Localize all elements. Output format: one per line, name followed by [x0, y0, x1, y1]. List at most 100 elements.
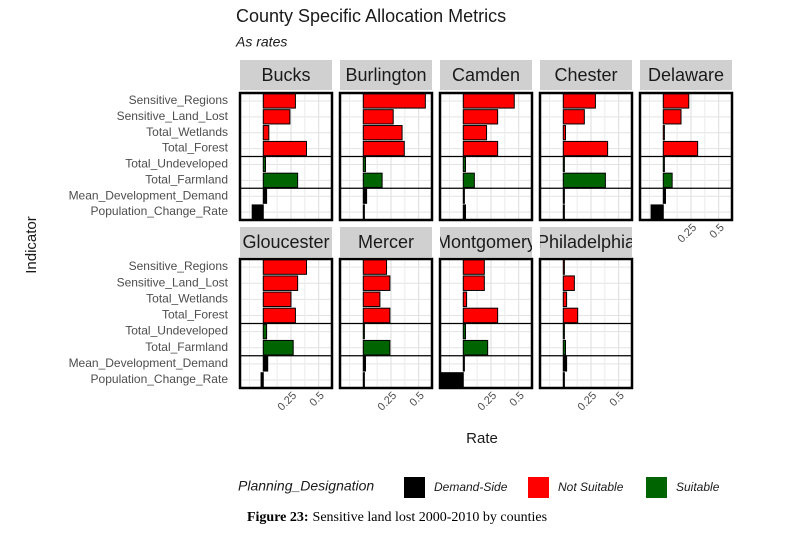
y-tick-label: Population_Change_Rate [91, 204, 229, 218]
bar [362, 259, 388, 275]
bar [562, 204, 565, 220]
y-tick-label: Total_Farmland [145, 172, 228, 186]
bar [562, 291, 568, 308]
legend-swatch [646, 477, 667, 498]
bar [462, 172, 475, 188]
bar [462, 323, 466, 340]
strip-label: Philadelphia [537, 232, 636, 252]
y-tick-label: Mean_Development_Demand [69, 188, 228, 202]
strip-label: Bucks [261, 65, 310, 85]
y-tick-label: Total_Forest [162, 141, 229, 155]
bar [262, 93, 296, 109]
bar [262, 109, 291, 125]
bar [662, 93, 690, 109]
panel-border [538, 91, 634, 222]
bar [262, 125, 270, 141]
figure-caption: Figure 23: Sensitive land lost 2000-2010 … [247, 510, 547, 525]
bar [362, 93, 426, 109]
bar [262, 259, 308, 275]
y-tick-label: Total_Forest [162, 308, 229, 322]
bar [462, 259, 485, 275]
legend-label: Not Suitable [558, 480, 624, 494]
bar [562, 156, 565, 173]
bar [562, 93, 596, 109]
strip-label: Gloucester [242, 232, 329, 252]
facet-panel: Montgomery [438, 227, 534, 390]
strip-background [240, 227, 332, 257]
bar [362, 372, 365, 388]
strip-background [440, 60, 532, 90]
legend-label: Suitable [676, 480, 720, 494]
facet-panel: Gloucester [238, 227, 334, 390]
bar [650, 204, 664, 220]
bar [362, 356, 366, 372]
strip-label: Mercer [358, 232, 414, 252]
panel-border [438, 257, 534, 390]
bar [662, 156, 665, 173]
y-tick-label: Sensitive_Regions [129, 93, 228, 107]
panel-border [338, 257, 434, 390]
bar [462, 275, 485, 291]
bar [562, 172, 606, 188]
y-tick-label: Total_Farmland [145, 340, 228, 354]
bar [362, 188, 368, 204]
bar [262, 307, 296, 324]
bar [662, 188, 666, 204]
bar [462, 93, 515, 109]
bar [562, 109, 585, 125]
y-tick-label: Total_Undeveloped [125, 324, 228, 338]
bar [562, 323, 565, 340]
bar [562, 356, 568, 372]
strip-label: Camden [452, 65, 520, 85]
panel-border [438, 91, 534, 222]
bar [462, 307, 499, 324]
x-tick-label: 0.5 [508, 390, 527, 409]
bar [262, 339, 294, 356]
strip-background [540, 60, 632, 90]
strip-label: Burlington [345, 65, 426, 85]
bar [262, 156, 266, 173]
bar [262, 323, 268, 340]
y-tick-label: Total_Undeveloped [125, 157, 228, 171]
bar [562, 259, 565, 275]
bar [662, 125, 665, 141]
bar [562, 140, 609, 157]
bar [462, 204, 466, 220]
bar [362, 339, 391, 356]
y-tick-label: Population_Change_Rate [91, 372, 229, 386]
bar [462, 109, 499, 125]
bar [462, 156, 466, 173]
y-tick-label: Total_Wetlands [146, 125, 228, 139]
y-tick-label: Total_Wetlands [146, 291, 228, 305]
x-axis-title: Rate [466, 430, 498, 447]
bar [562, 372, 565, 388]
strip-background [340, 60, 432, 90]
bar [362, 275, 391, 291]
strip-background [540, 227, 632, 257]
bar [362, 156, 366, 173]
bar [462, 125, 488, 141]
facet-panel: Philadelphia [537, 227, 636, 390]
bar [362, 323, 365, 340]
bar [462, 188, 465, 204]
bar [462, 140, 499, 157]
bar [362, 307, 391, 324]
bar [262, 275, 299, 291]
panel-border [238, 257, 334, 390]
strip-background [240, 60, 332, 90]
y-tick-label: Mean_Development_Demand [69, 356, 228, 370]
bar [462, 356, 465, 372]
chart-subtitle: As rates [235, 34, 287, 50]
panel-border [338, 91, 434, 222]
legend-label: Demand-Side [434, 480, 508, 494]
strip-background [340, 227, 432, 257]
x-tick-label: 0.25 [576, 390, 600, 414]
strip-background [640, 60, 732, 90]
panel-border [238, 91, 334, 222]
y-tick-label: Sensitive_Land_Lost [117, 275, 229, 289]
x-tick-label: 0.25 [376, 390, 400, 414]
x-tick-label: 0.25 [476, 390, 500, 414]
bar [362, 204, 365, 220]
x-tick-label: 0.5 [608, 390, 627, 409]
